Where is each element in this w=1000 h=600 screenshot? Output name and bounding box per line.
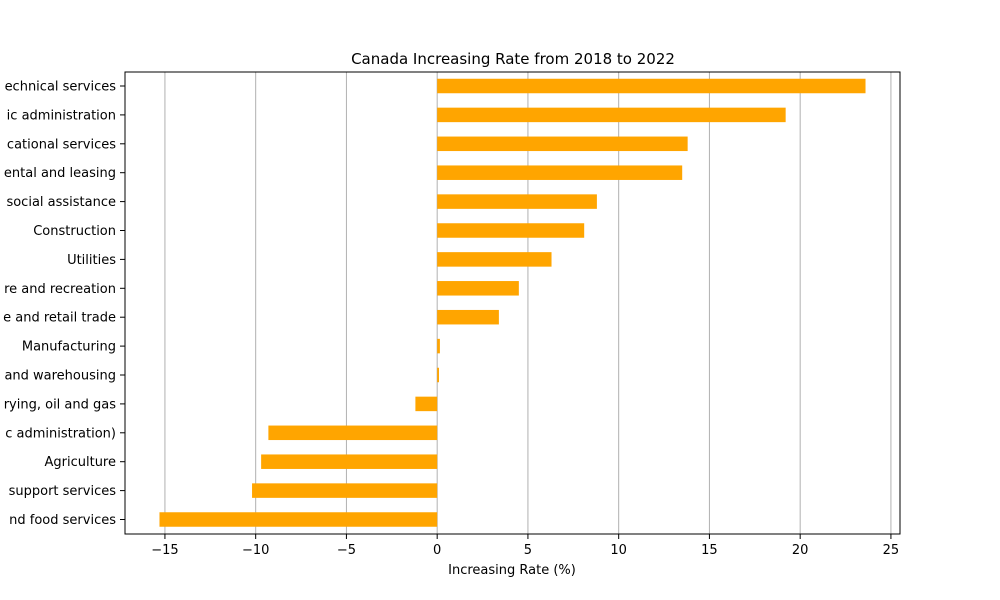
bar — [437, 194, 597, 209]
y-tick-label: Utilities — [67, 253, 116, 268]
y-tick-label: rying, oil and gas — [4, 397, 117, 412]
y-tick-label: Agriculture — [45, 455, 117, 470]
x-tick-label: 10 — [610, 543, 627, 558]
y-tick-label: support services — [9, 484, 117, 499]
y-tick-label: re and recreation — [4, 282, 116, 297]
bar — [159, 512, 438, 527]
y-axis-ticks: echnical services ic administration cation… — [3, 80, 125, 528]
x-axis-label: Increasing Rate (%) — [448, 563, 576, 578]
chart-title: Canada Increasing Rate from 2018 to 2022 — [351, 50, 675, 68]
y-tick-label: nd food services — [9, 513, 116, 528]
x-axis-ticks: −15 −10 −5 0 5 10 15 20 25 — [151, 534, 899, 558]
x-tick-label: 5 — [524, 543, 532, 558]
bar — [415, 396, 438, 412]
bar — [437, 367, 439, 383]
y-tick-label: Construction — [33, 224, 116, 239]
bar — [437, 165, 683, 180]
y-tick-label: cational services — [7, 137, 116, 152]
bars — [159, 78, 866, 527]
bar — [268, 425, 438, 441]
x-tick-label: 15 — [701, 543, 718, 558]
bar — [437, 136, 688, 152]
plot-frame — [124, 71, 901, 535]
y-tick-label: social assistance — [6, 195, 116, 210]
x-tick-label: −10 — [242, 543, 269, 558]
bar — [437, 309, 499, 325]
y-tick-label: ic administration — [7, 108, 116, 123]
y-tick-label: Manufacturing — [22, 340, 116, 355]
y-tick-label: e and retail trade — [3, 311, 116, 326]
bar — [437, 107, 786, 123]
bar — [437, 78, 866, 94]
bar — [252, 483, 438, 498]
bar — [437, 281, 519, 296]
bar — [437, 223, 585, 238]
x-tick-label: −5 — [337, 543, 356, 558]
y-tick-label: and warehousing — [4, 369, 116, 384]
bar — [437, 252, 552, 267]
y-tick-label: c administration) — [5, 426, 116, 441]
x-tick-label: 0 — [433, 543, 441, 558]
y-tick-label: echnical services — [5, 80, 117, 95]
bar — [437, 338, 440, 354]
x-tick-label: 20 — [792, 543, 809, 558]
bar — [261, 454, 438, 469]
y-tick-label: ental and leasing — [4, 166, 116, 181]
x-tick-label: 25 — [883, 543, 900, 558]
x-tick-label: −15 — [151, 543, 178, 558]
